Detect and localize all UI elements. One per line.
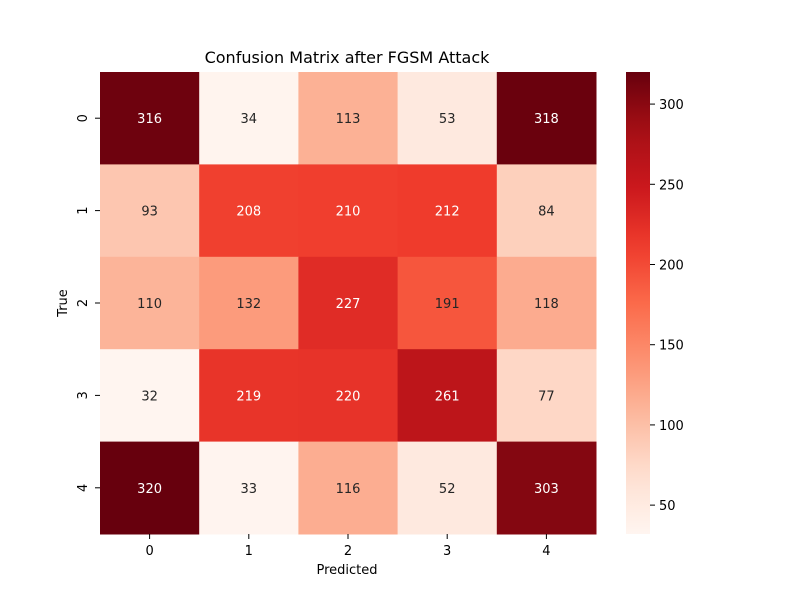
colorbar-tick-label: 150	[659, 339, 684, 354]
colorbar-tick-label: 50	[659, 499, 676, 514]
x-axis-label: Predicted	[316, 563, 377, 578]
x-tick-label: 0	[145, 544, 153, 559]
x-tick-label: 1	[245, 544, 253, 559]
cell-value-label: 227	[336, 297, 361, 312]
cell-value-label: 33	[241, 482, 258, 497]
heatmap-cell-labels: 316 34 113 53 318 93 208 210 212 84 110 132 227 191 11…	[137, 112, 559, 497]
cell-value-label: 110	[137, 297, 162, 312]
cell-value-label: 191	[435, 297, 460, 312]
cell-value-label: 116	[336, 482, 361, 497]
y-tick-label: 1	[76, 206, 91, 214]
y-tick-label: 3	[76, 391, 91, 399]
heatmap-cell	[397, 164, 498, 258]
cell-value-label: 303	[534, 482, 559, 497]
heatmap-cell	[496, 72, 597, 165]
y-tick-label: 2	[76, 299, 91, 307]
heatmap-cell	[199, 349, 299, 443]
cell-value-label: 210	[336, 205, 361, 220]
cell-value-label: 77	[538, 389, 555, 404]
cell-value-label: 208	[236, 205, 261, 220]
x-tick-label: 3	[443, 544, 451, 559]
x-tick-label: 2	[344, 544, 352, 559]
heatmap-cell	[496, 164, 597, 258]
cell-value-label: 220	[336, 389, 361, 404]
heatmap-cell	[496, 349, 597, 443]
colorbar-tick-label: 250	[659, 178, 684, 193]
heatmap-cell	[298, 164, 399, 258]
x-axis-ticks: 0 1 2 3 4	[145, 534, 551, 559]
heatmap-cell	[100, 72, 200, 165]
heatmap-cell	[199, 441, 299, 535]
cell-value-label: 212	[435, 205, 460, 220]
y-axis-label: True	[56, 289, 71, 318]
heatmap-cell	[397, 72, 498, 165]
y-axis-ticks: 0 1 2 3 4	[76, 114, 100, 492]
heatmap-cell	[298, 441, 399, 535]
heatmap-cell	[496, 441, 597, 535]
y-tick-label: 4	[76, 484, 91, 492]
heatmap-cell	[199, 256, 299, 350]
heatmap-cell	[496, 256, 597, 350]
cell-value-label: 316	[137, 112, 162, 127]
x-tick-label: 4	[542, 544, 550, 559]
cell-value-label: 34	[241, 112, 258, 127]
colorbar-tick-label: 200	[659, 259, 684, 274]
heatmap-cells	[100, 72, 597, 535]
heatmap-cell	[199, 164, 299, 258]
cell-value-label: 52	[439, 482, 456, 497]
cell-value-label: 113	[336, 112, 361, 127]
colorbar-ticks: 50 100 150 200 250 300	[650, 98, 684, 514]
heatmap-cell	[397, 441, 498, 535]
y-tick-label: 0	[76, 114, 91, 122]
heatmap-cell	[100, 441, 200, 535]
cell-value-label: 84	[538, 205, 555, 220]
cell-value-label: 118	[534, 297, 559, 312]
colorbar	[626, 72, 650, 534]
heatmap-cell	[100, 164, 200, 258]
cell-value-label: 219	[236, 389, 261, 404]
cell-value-label: 93	[141, 205, 158, 220]
colorbar-tick-label: 100	[659, 419, 684, 434]
colorbar-tick-label: 300	[659, 98, 684, 113]
heatmap-cell	[298, 349, 399, 443]
cell-value-label: 318	[534, 112, 559, 127]
heatmap-cell	[199, 72, 299, 165]
heatmap-cell	[100, 256, 200, 350]
heatmap-cell	[298, 72, 399, 165]
chart-title: Confusion Matrix after FGSM Attack	[205, 48, 491, 67]
cell-value-label: 53	[439, 112, 456, 127]
cell-value-label: 261	[435, 389, 460, 404]
heatmap-cell	[298, 256, 399, 350]
heatmap-cell	[397, 256, 498, 350]
cell-value-label: 132	[236, 297, 261, 312]
cell-value-label: 320	[137, 482, 162, 497]
heatmap-cell	[100, 349, 200, 443]
heatmap-cell	[397, 349, 498, 443]
cell-value-label: 32	[141, 389, 158, 404]
